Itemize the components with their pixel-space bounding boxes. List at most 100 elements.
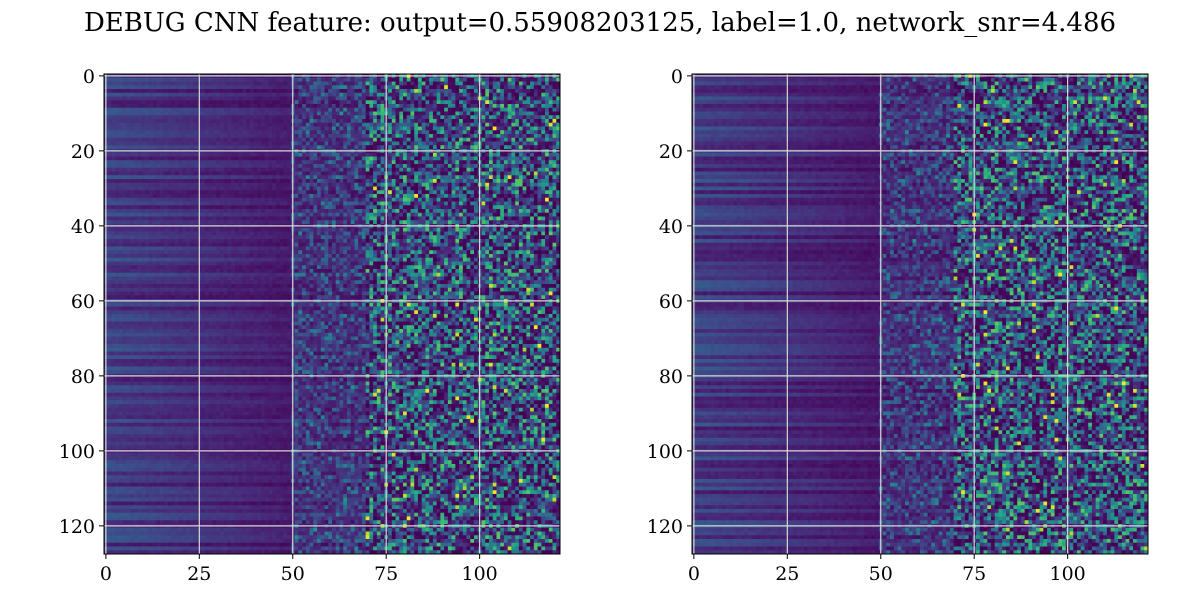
heatmap-cell [235,145,239,149]
heatmap-cell [515,130,519,134]
heatmap-cell [366,209,370,213]
heatmap-cell [175,194,179,198]
heatmap-cell [407,205,411,209]
heatmap-cell [504,194,508,198]
heatmap-cell [448,89,452,93]
heatmap-cell [470,115,474,119]
heatmap-cell [526,85,530,89]
heatmap-cell [511,217,515,221]
heatmap-cell [138,168,142,172]
heatmap-cell [515,142,519,146]
heatmap-cell [130,183,134,187]
heatmap-cell [429,138,433,142]
heatmap-cell [369,97,373,101]
heatmap-cell [347,100,351,104]
heatmap-cell [351,145,355,149]
heatmap-cell [429,198,433,202]
heatmap-cell [239,112,243,116]
heatmap-cell [145,127,149,131]
heatmap-cell [239,138,243,142]
heatmap-cell [534,108,538,112]
heatmap-cell [194,123,198,127]
heatmap-cell [362,164,366,168]
heatmap-cell [205,157,209,161]
heatmap-cell [175,85,179,89]
heatmap-cell [179,202,183,206]
heatmap-cell [351,100,355,104]
heatmap-cell [418,160,422,164]
heatmap-cell [508,190,512,194]
heatmap-cell [160,115,164,119]
heatmap-cell [504,209,508,213]
heatmap-cell [354,97,358,101]
heatmap-cell [190,134,194,138]
heatmap-cell [302,127,306,131]
heatmap-cell [138,123,142,127]
heatmap-cell [388,172,392,176]
heatmap-cell [358,175,362,179]
heatmap-cell [302,168,306,172]
heatmap-cell [119,198,123,202]
heatmap-cell [541,153,545,157]
heatmap-cell [235,100,239,104]
heatmap-cell [459,157,463,161]
heatmap-cell [123,209,127,213]
heatmap-cell [306,138,310,142]
heatmap-cell [194,115,198,119]
heatmap-cell [265,97,269,101]
heatmap-cell [425,213,429,217]
heatmap-cell [108,187,112,191]
heatmap-cell [530,175,534,179]
heatmap-cell [418,85,422,89]
heatmap-cell [126,164,130,168]
heatmap-cell [455,134,459,138]
heatmap-cell [231,89,235,93]
heatmap-cell [212,127,216,131]
heatmap-cell [276,134,280,138]
heatmap-cell [485,153,489,157]
heatmap-cell [459,213,463,217]
heatmap-cell [164,194,168,198]
heatmap-cell [347,108,351,112]
heatmap-cell [283,104,287,108]
heatmap-cell [377,93,381,97]
heatmap-cell [261,153,265,157]
heatmap-cell [126,202,130,206]
heatmap-cell [130,164,134,168]
heatmap-cell [482,145,486,149]
heatmap-cell [171,153,175,157]
heatmap-cell [220,97,224,101]
heatmap-cell [448,123,452,127]
heatmap-cell [209,183,213,187]
heatmap-cell [399,78,403,82]
heatmap-cell [459,220,463,224]
heatmap-cell [153,108,157,112]
heatmap-cell [530,157,534,161]
heatmap-cell [538,153,542,157]
heatmap-cell [332,164,336,168]
heatmap-cell [325,93,329,97]
heatmap-cell [160,153,164,157]
heatmap-cell [448,213,452,217]
heatmap-cell [425,138,429,142]
heatmap-cell [452,142,456,146]
heatmap-cell [280,198,284,202]
heatmap-cell [523,115,527,119]
heatmap-cell [328,130,332,134]
heatmap-cell [141,164,145,168]
heatmap-cell [246,157,250,161]
heatmap-cell [205,142,209,146]
heatmap-cell [500,78,504,82]
heatmap-cell [156,160,160,164]
heatmap-cell [205,123,209,127]
heatmap-cell [321,108,325,112]
heatmap-cell [500,164,504,168]
heatmap-cell [115,78,119,82]
heatmap-cell [138,205,142,209]
heatmap-cell [179,153,183,157]
heatmap-cell [493,168,497,172]
heatmap-cell [156,127,160,131]
heatmap-cell [205,100,209,104]
heatmap-cell [422,127,426,131]
